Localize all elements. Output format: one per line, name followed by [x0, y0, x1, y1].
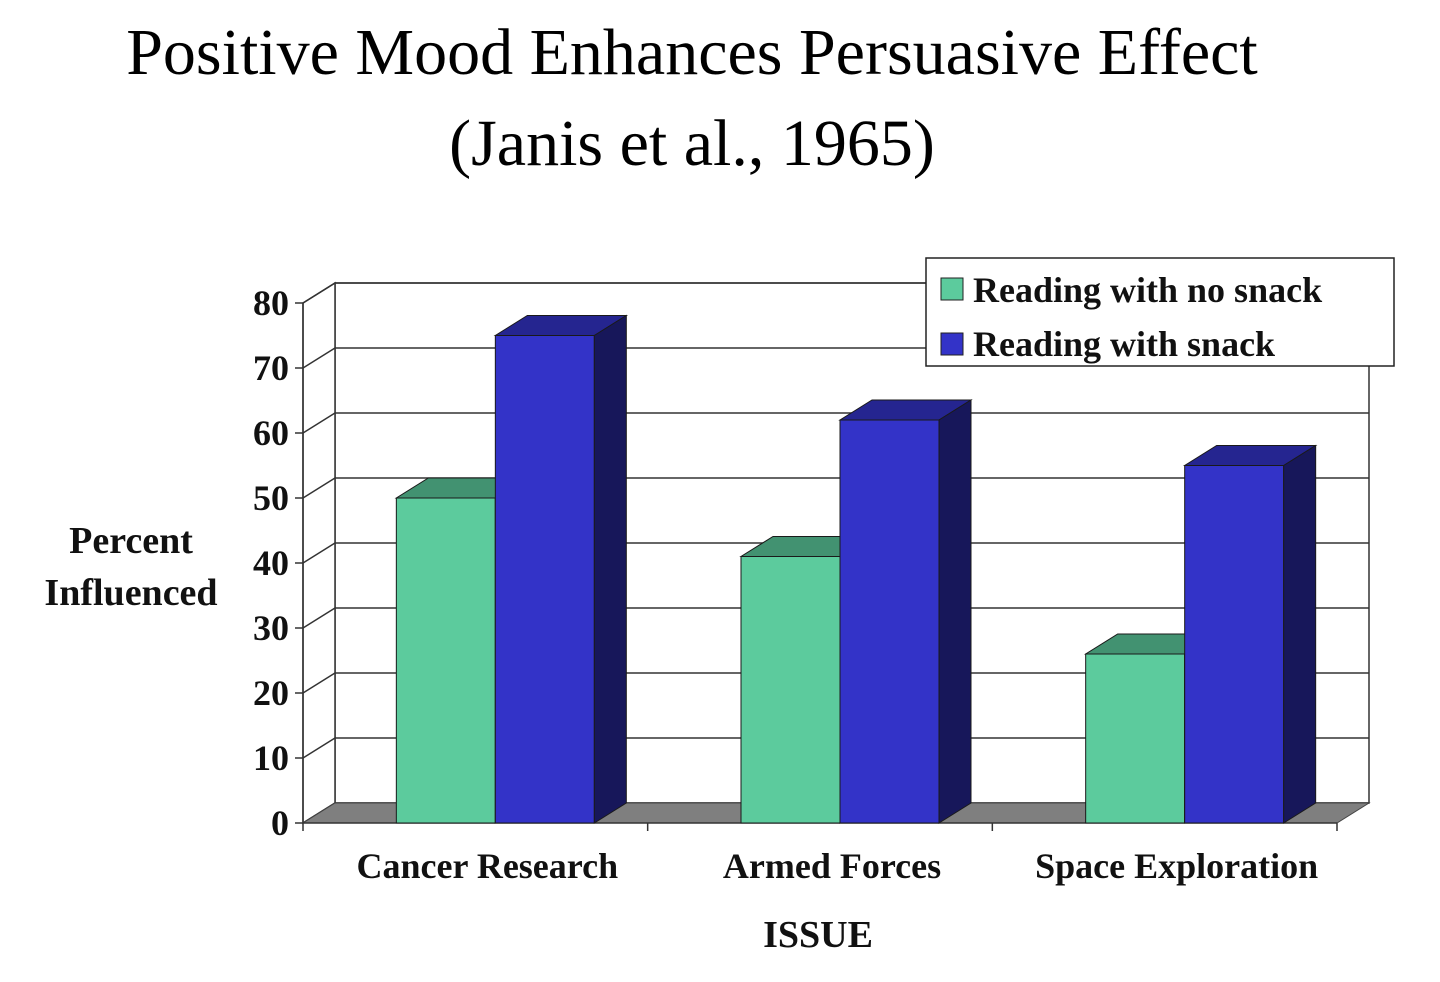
gridline-side [302, 542, 336, 564]
bar-side-1-1 [938, 399, 972, 824]
bar-1-1 [839, 419, 940, 824]
legend-label-snack: Reading with snack [973, 324, 1275, 364]
bar-2-0 [1085, 653, 1186, 824]
plot-area: 0 10 20 30 40 50 60 70 80 Cancer Research Armed Fo… [253, 281, 1371, 886]
y-tick-label: 0 [271, 803, 289, 843]
bar-side-0-1 [593, 314, 627, 824]
y-tick-label: 30 [253, 608, 289, 648]
y-tick-label: 50 [253, 478, 289, 518]
legend-swatch-snack [940, 332, 964, 356]
bar-0-0 [395, 497, 496, 824]
legend-swatch-no-snack [940, 277, 964, 301]
bar-side-2-1 [1283, 444, 1317, 824]
gridline-side [302, 412, 336, 434]
gridline-side [302, 672, 336, 694]
legend-label-no-snack: Reading with no snack [973, 270, 1322, 310]
gridline-side [302, 282, 336, 304]
y-tick-label: 10 [253, 738, 289, 778]
x-tick-label: Cancer Research [357, 846, 619, 886]
x-tick-label: Armed Forces [723, 846, 941, 886]
y-tick-label: 70 [253, 348, 289, 388]
y-axis-label-line-1: Percent [69, 520, 193, 562]
y-tick-label: 20 [253, 673, 289, 713]
gridline-side [302, 477, 336, 499]
gridline-side [302, 347, 336, 369]
bar-1-0 [740, 556, 841, 824]
chart-title: Positive Mood Enhances Persuasive Effect [126, 16, 1258, 89]
x-axis-label: ISSUE [763, 914, 873, 956]
y-tick-label: 60 [253, 413, 289, 453]
chart-subtitle: (Janis et al., 1965) [449, 107, 935, 180]
y-tick-label: 80 [253, 283, 289, 323]
bar-2-1 [1184, 465, 1285, 824]
gridline-side [302, 607, 336, 629]
x-tick-label: Space Exploration [1035, 846, 1318, 886]
legend-box [925, 257, 1395, 367]
y-axis-label-line-2: Influenced [44, 572, 217, 614]
y-tick-label: 40 [253, 543, 289, 583]
legend: Reading with no snack Reading with snack [925, 257, 1395, 367]
gridline-side [302, 737, 336, 759]
bar-0-1 [494, 335, 595, 824]
